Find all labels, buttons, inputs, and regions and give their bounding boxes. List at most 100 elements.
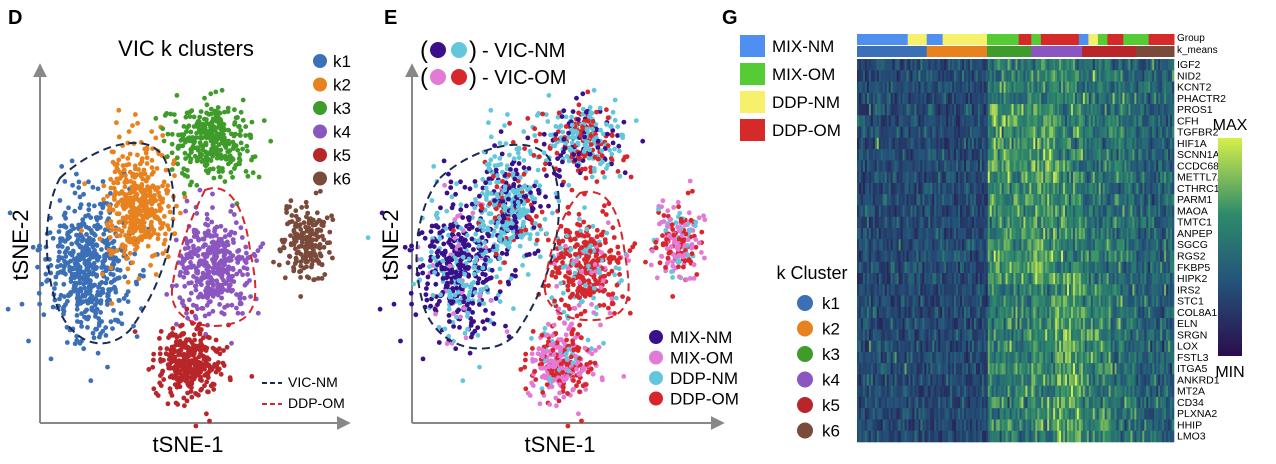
heatmap-cell	[878, 92, 882, 105]
point-mix-nm	[448, 179, 454, 185]
point-k4	[180, 298, 186, 304]
heatmap-cell	[902, 70, 905, 82]
point-k2	[127, 250, 133, 256]
point-mix-nm	[595, 145, 601, 150]
point-k3	[191, 124, 197, 129]
point-ddp-nm	[505, 112, 510, 117]
heatmap-cell	[944, 92, 947, 105]
legend-label-k2: k2	[333, 76, 351, 95]
point-ddp-om	[567, 230, 573, 236]
point-k3	[215, 105, 221, 110]
point-mix-nm	[481, 279, 487, 285]
heatmap-cell	[1148, 70, 1151, 82]
heatmap-cell	[946, 92, 949, 105]
point-k2	[161, 241, 167, 247]
point-k3	[252, 154, 258, 160]
point-k5	[158, 346, 163, 351]
heatmap-cell	[1132, 59, 1135, 71]
heatmap-cell	[1150, 59, 1153, 71]
heatmap-cell	[908, 59, 911, 71]
point-k4	[186, 245, 191, 251]
point-ddp-nm	[675, 259, 680, 265]
point-k1	[99, 280, 105, 285]
point-k3	[238, 109, 244, 115]
heatmap-cell	[1172, 59, 1175, 71]
point-ddp-nm	[569, 114, 575, 120]
heatmap-cell	[950, 59, 953, 71]
point-k3	[169, 150, 175, 156]
heatmap-cell	[1100, 59, 1103, 71]
heatmap-cell	[944, 70, 947, 82]
point-mix-om	[654, 275, 660, 281]
heatmap-cell	[1110, 81, 1113, 94]
point-ddp-om	[494, 184, 500, 190]
point-k6	[298, 259, 304, 265]
heatmap-cell	[1003, 70, 1006, 82]
point-mix-om	[533, 357, 538, 363]
point-k1	[100, 290, 106, 295]
point-ddp-om	[676, 204, 681, 210]
point-k1	[66, 292, 71, 298]
point-ddp-nm	[594, 305, 599, 310]
heatmap-cell	[870, 59, 874, 71]
point-mix-nm	[409, 243, 414, 249]
heatmap-cell	[1061, 70, 1064, 82]
point-mix-nm	[482, 272, 488, 278]
point-k3	[228, 170, 234, 175]
point-ddp-nm	[670, 275, 675, 280]
point-mix-nm	[640, 138, 646, 144]
point-k2	[106, 247, 112, 253]
heatmap-cell	[977, 81, 981, 94]
heatmap-cell	[894, 92, 897, 105]
point-k4	[206, 311, 212, 317]
point-ddp-om	[577, 389, 582, 395]
heatmap-cell	[975, 59, 979, 71]
point-k5	[178, 347, 184, 353]
vic-nm-mix-swatch	[430, 42, 446, 58]
point-k4	[219, 285, 225, 291]
point-k1	[141, 273, 146, 279]
heatmap-cell	[888, 59, 891, 71]
point-k6	[310, 222, 316, 228]
point-ddp-om	[576, 345, 582, 351]
point-ddp-nm	[566, 182, 572, 188]
point-k6	[316, 217, 322, 223]
point-ddp-om	[628, 174, 634, 180]
point-mix-om	[554, 403, 559, 409]
point-k2	[141, 224, 147, 230]
point-k6	[299, 205, 305, 210]
heatmap-cell	[1128, 59, 1131, 71]
heatmap-cell	[870, 70, 874, 82]
point-ddp-om	[583, 270, 589, 276]
panel-d-x-label: tSNE-1	[153, 432, 224, 457]
point-ddp-nm	[544, 231, 550, 237]
heatmap-cell	[1049, 81, 1052, 94]
point-mix-nm	[461, 299, 467, 305]
point-k1	[96, 323, 102, 328]
point-k4	[211, 283, 216, 288]
heatmap-cell	[1158, 59, 1161, 71]
point-k3	[238, 128, 244, 133]
point-ddp-om	[557, 270, 562, 276]
point-ddp-om	[563, 124, 569, 129]
point-mix-nm	[616, 143, 622, 149]
point-k1	[86, 271, 92, 277]
panel-d: D VIC k clusters tSNE-1 tSNE-2 k1k2k3k4k…	[5, 7, 351, 457]
point-mix-nm	[457, 265, 463, 271]
point-k1	[50, 304, 56, 310]
point-k3	[193, 135, 199, 141]
point-k2	[150, 146, 156, 152]
point-ddp-om	[564, 362, 570, 367]
point-ddp-nm	[587, 147, 593, 153]
point-mix-om	[676, 274, 682, 280]
point-k4	[235, 310, 241, 316]
point-k6	[292, 237, 297, 243]
point-k3	[222, 109, 227, 115]
point-k1	[79, 324, 84, 329]
heatmap-cell	[870, 81, 874, 94]
heatmap-cell	[1074, 81, 1078, 94]
point-ddp-om	[693, 244, 699, 250]
heatmap-cell	[900, 81, 903, 94]
point-mix-nm	[499, 250, 505, 256]
heatmap-cell	[971, 70, 975, 82]
